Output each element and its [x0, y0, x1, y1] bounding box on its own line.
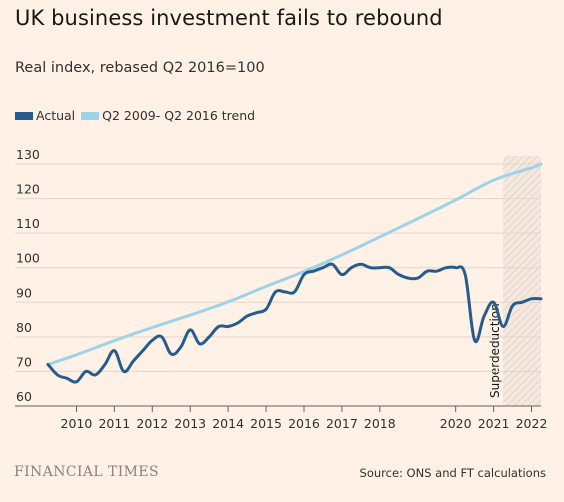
y-tick-label-90: 90	[16, 285, 32, 300]
legend-label-actual: Actual	[36, 108, 76, 123]
x-tick-label-2010: 2010	[61, 416, 93, 431]
y-tick-label-110: 110	[16, 216, 40, 231]
y-tick-label-100: 100	[16, 251, 40, 266]
x-tick-label-2018: 2018	[364, 416, 396, 431]
chart-legend: Actual Q2 2009- Q2 2016 trend	[15, 108, 261, 123]
series-line-actual	[46, 262, 543, 384]
x-tick-label-2015: 2015	[250, 416, 282, 431]
chart-title: UK business investment fails to rebound	[15, 6, 443, 30]
legend-item-trend: Q2 2009- Q2 2016 trend	[81, 108, 255, 123]
superdeduction-label: Superdeduction	[488, 303, 502, 398]
source-note: Source: ONS and FT calculations	[359, 466, 546, 480]
y-tick-label-120: 120	[16, 182, 40, 197]
series-line-trend	[46, 162, 543, 366]
y-tick-label-70: 70	[16, 354, 32, 369]
legend-label-trend: Q2 2009- Q2 2016 trend	[102, 108, 256, 123]
legend-swatch-actual	[15, 111, 33, 120]
chart-subtitle: Real index, rebased Q2 2016=100	[15, 60, 265, 76]
superdeduction-shaded-region	[503, 156, 541, 406]
x-tick-label-2016: 2016	[288, 416, 320, 431]
ft-logo: FINANCIAL TIMES	[14, 464, 159, 480]
y-tick-label-60: 60	[16, 389, 32, 404]
x-tick-label-2011: 2011	[98, 416, 130, 431]
x-tick-label-2014: 2014	[212, 416, 244, 431]
x-tick-label-2013: 2013	[174, 416, 206, 431]
x-tick-label-2012: 2012	[136, 416, 168, 431]
x-tick-label-2020: 2020	[440, 416, 472, 431]
x-tick-label-2021: 2021	[478, 416, 510, 431]
legend-item-actual: Actual	[15, 108, 75, 123]
y-tick-label-130: 130	[16, 147, 40, 162]
y-tick-label-80: 80	[16, 320, 32, 335]
x-tick-label-2022: 2022	[516, 416, 548, 431]
x-tick-label-2017: 2017	[326, 416, 358, 431]
legend-swatch-trend	[81, 111, 100, 120]
